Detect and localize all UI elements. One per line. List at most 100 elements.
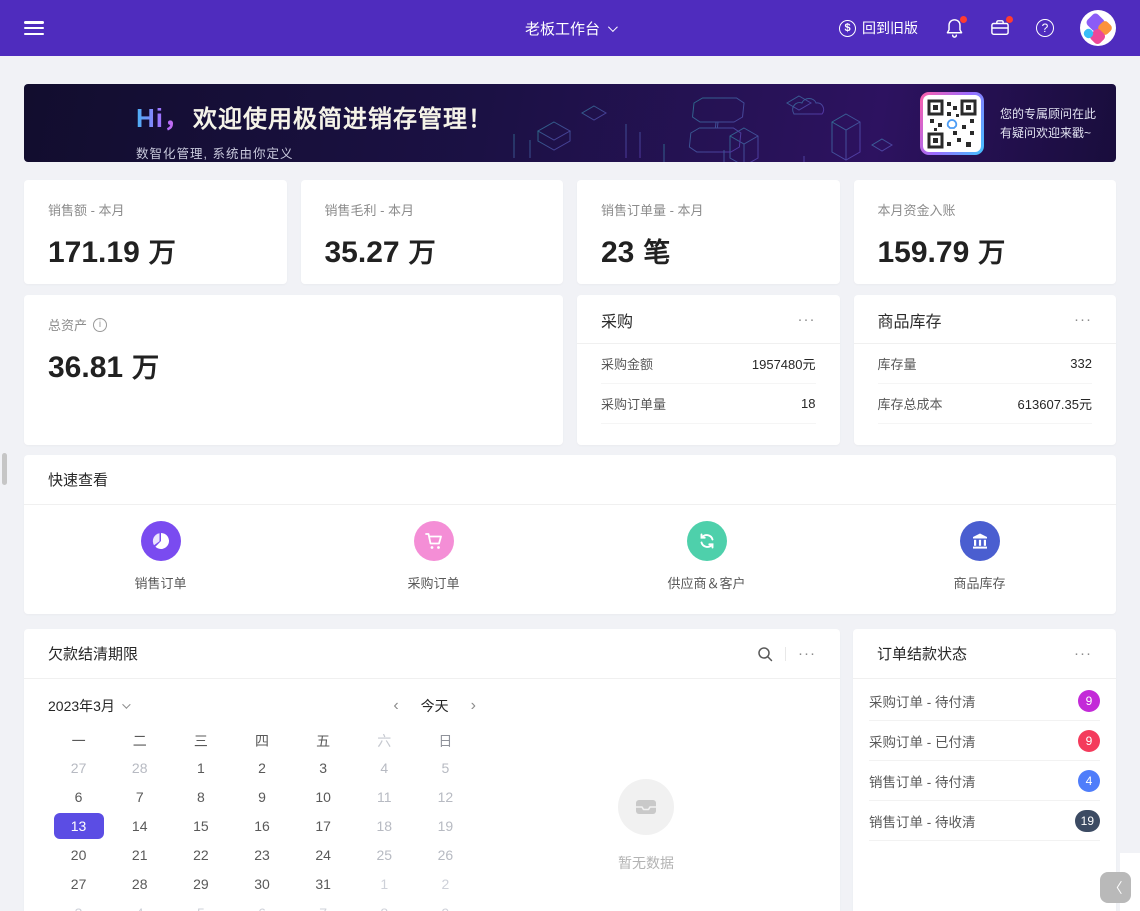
- calendar-day[interactable]: 16: [254, 817, 270, 834]
- calendar-day[interactable]: 3: [319, 759, 328, 776]
- calendar-day[interactable]: 8: [354, 898, 415, 911]
- calendar-day[interactable]: 3: [48, 898, 109, 911]
- workspace-switcher[interactable]: 老板工作台: [524, 18, 618, 39]
- calendar-day[interactable]: 4: [109, 898, 170, 911]
- calendar-day[interactable]: 18: [376, 817, 393, 834]
- calendar-day[interactable]: 27: [70, 875, 87, 892]
- calendar-day[interactable]: 10: [315, 788, 331, 805]
- calendar-month-dropdown[interactable]: 2023年3月: [48, 696, 131, 716]
- sync-icon: [686, 521, 727, 561]
- stat-value: 171.19: [48, 236, 140, 269]
- quick-view-section: 快速查看 销售订单 采购订单 供应商＆客户: [24, 455, 1116, 614]
- quickview-sales-orders[interactable]: 销售订单: [24, 521, 297, 592]
- calendar-day[interactable]: 29: [193, 875, 209, 892]
- calendar-day[interactable]: 9: [258, 788, 266, 805]
- quickview-purchase-orders[interactable]: 采购订单: [297, 521, 570, 592]
- more-icon[interactable]: ···: [797, 311, 816, 328]
- calendar-day[interactable]: 26: [437, 846, 454, 863]
- calendar-day[interactable]: 19: [437, 817, 454, 834]
- more-icon[interactable]: ···: [798, 644, 816, 662]
- status-badge: 9: [1078, 729, 1100, 752]
- calendar-day[interactable]: 1: [380, 875, 389, 892]
- calendar-weekday: 一: [71, 733, 86, 749]
- calendar-day[interactable]: 6: [231, 898, 292, 911]
- calendar-day[interactable]: 23: [254, 846, 270, 863]
- quickview-inventory[interactable]: 商品库存: [843, 521, 1116, 592]
- list-item[interactable]: 采购订单 - 已付清 9: [869, 721, 1100, 761]
- calendar-weekday: 四: [254, 733, 269, 749]
- notification-dot: [960, 16, 967, 23]
- calendar-weekday: 五: [316, 733, 331, 749]
- back-to-old-version-button[interactable]: $ 回到旧版: [839, 18, 918, 38]
- search-icon[interactable]: [757, 646, 773, 662]
- isometric-city-illustration: [513, 95, 893, 162]
- briefcase-dot: [1006, 16, 1013, 23]
- qr-code: [919, 92, 984, 155]
- help-icon[interactable]: ?: [1036, 19, 1054, 37]
- calendar-day[interactable]: 14: [131, 817, 148, 834]
- table-row: 库存量 332: [877, 344, 1092, 384]
- more-icon[interactable]: ···: [1074, 311, 1092, 328]
- calendar-day[interactable]: 13: [48, 811, 109, 840]
- calendar-day[interactable]: 8: [196, 788, 205, 805]
- bank-icon: [959, 521, 1000, 561]
- calendar-day[interactable]: 7: [293, 898, 354, 911]
- info-icon[interactable]: i: [93, 317, 108, 332]
- calendar-day[interactable]: 28: [131, 875, 148, 892]
- quickview-suppliers-customers[interactable]: 供应商＆客户: [570, 521, 843, 592]
- calendar-day[interactable]: 28: [131, 759, 148, 776]
- calendar-day[interactable]: 24: [315, 846, 331, 863]
- calendar-day[interactable]: 31: [315, 875, 331, 892]
- calendar-day[interactable]: 15: [193, 817, 209, 834]
- list-item[interactable]: 采购订单 - 待付清 9: [869, 681, 1100, 721]
- calendar-day[interactable]: 27: [70, 759, 87, 776]
- calendar-day[interactable]: 30: [254, 875, 270, 892]
- top-navbar: 老板工作台 $ 回到旧版 ?: [0, 0, 1140, 56]
- calendar-day[interactable]: 25: [376, 846, 393, 863]
- coin-icon: $: [839, 19, 856, 37]
- calendar-day[interactable]: 1: [196, 759, 205, 776]
- chevron-down-icon: [122, 700, 131, 709]
- inventory-card: 商品库存 ··· 库存量 332 库存总成本 613607.35元: [853, 295, 1116, 445]
- divider: [785, 646, 786, 661]
- table-row: 库存总成本 613607.35元: [877, 384, 1092, 424]
- cart-icon: [413, 521, 454, 561]
- panel-title: 欠款结清期限: [48, 646, 139, 663]
- notifications-bell-icon[interactable]: [944, 16, 967, 38]
- calendar-day[interactable]: 17: [315, 817, 331, 834]
- calendar-prev-button[interactable]: ‹: [393, 697, 399, 714]
- calendar-next-button[interactable]: ›: [470, 697, 476, 714]
- calendar-weekday: 二: [132, 733, 147, 749]
- briefcase-icon[interactable]: [990, 16, 1013, 38]
- calendar-day[interactable]: 4: [380, 759, 389, 776]
- total-assets-card: 总资产 i 36.81 万: [24, 295, 563, 445]
- card-title: 采购: [601, 314, 634, 331]
- calendar-day[interactable]: 9: [415, 898, 476, 911]
- card-title: 商品库存: [877, 314, 942, 331]
- calendar-day[interactable]: 12: [437, 788, 454, 805]
- calendar-day[interactable]: 2: [441, 875, 450, 892]
- calendar-day[interactable]: 21: [131, 846, 148, 863]
- page-scrollbar-thumb[interactable]: [2, 453, 7, 485]
- calendar-day[interactable]: 6: [74, 788, 83, 805]
- calendar-today-button[interactable]: 今天: [420, 698, 449, 714]
- list-item[interactable]: 销售订单 - 待收清 19: [869, 801, 1100, 841]
- list-item[interactable]: 销售订单 - 待付清 4: [869, 761, 1100, 801]
- menu-icon[interactable]: [24, 21, 44, 35]
- stat-card-monthly-income: 本月资金入账 159.79 万: [853, 180, 1116, 284]
- more-icon[interactable]: ···: [1074, 644, 1092, 662]
- panel-title: 订单结款状态: [877, 646, 968, 663]
- calendar-day[interactable]: 2: [258, 759, 266, 776]
- calendar-day[interactable]: 22: [193, 846, 209, 863]
- calendar-day[interactable]: 11: [377, 788, 392, 805]
- debt-deadline-panel: 欠款结清期限 ··· 2023年3月 ‹: [24, 629, 840, 911]
- chevron-down-icon: [607, 21, 618, 32]
- page-title: 老板工作台: [524, 20, 601, 38]
- stat-value: 35.27: [324, 236, 400, 269]
- calendar-day[interactable]: 5: [170, 898, 231, 911]
- calendar-day[interactable]: 7: [135, 788, 144, 805]
- avatar[interactable]: [1080, 10, 1116, 46]
- calendar-day[interactable]: 20: [70, 846, 87, 863]
- calendar-day[interactable]: 5: [441, 759, 450, 776]
- collapse-drawer-button[interactable]: 〈: [1100, 872, 1131, 903]
